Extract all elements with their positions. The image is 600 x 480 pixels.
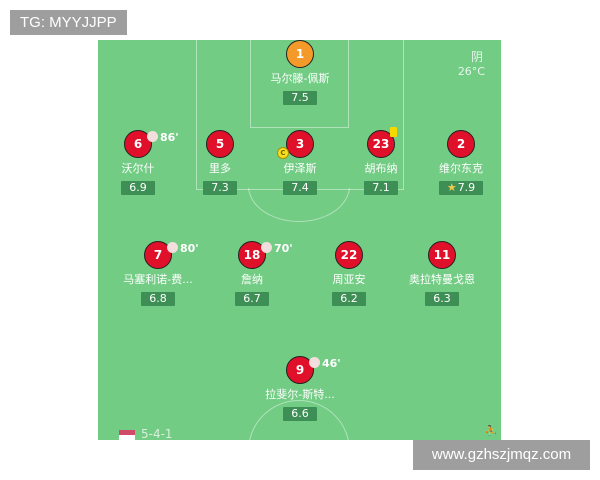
player-3[interactable]: 3 C 伊泽斯 7.4 [245,130,355,195]
number-text: 22 [340,248,358,262]
rating-value: 7.9 [457,181,476,194]
player-rating: 6.9 [121,181,155,195]
player-22[interactable]: 22 周亚安 6.2 [294,241,404,306]
player-11[interactable]: 11 奥拉特曼戈恩 6.3 [387,241,497,306]
substitution: 46' [309,351,341,377]
flag-icon [119,430,135,440]
weather-temperature: 26°C [457,65,485,78]
player-5[interactable]: 5 里多 7.3 [165,130,275,195]
player-23[interactable]: 23 胡布纳 7.1 [326,127,436,195]
player-name: 周亚安 [332,273,366,286]
player-7[interactable]: 7 80' 马塞利诺-费... 6.8 [103,241,213,306]
watermark-top: TG: MYYJJPP [10,10,127,35]
player-6[interactable]: 6 86' 沃尔什 6.9 [98,130,193,195]
player-rating: 7.5 [283,91,317,105]
player-name: 沃尔什 [121,162,155,175]
player-2[interactable]: 2 维尔东克 ★7.9 [406,130,501,195]
substitution: 70' [261,236,293,262]
player-1[interactable]: 1 马尔滕-佩斯 7.5 [245,40,355,105]
player-rating: 6.8 [141,292,175,306]
number-text: 11 [433,248,451,262]
jersey-number: 5 [206,130,234,158]
substitution-icon [261,242,272,253]
jersey-number: 9 46' [286,356,341,384]
goal-box [250,40,349,128]
rating-value: 6.3 [433,292,451,305]
sub-minute: 70' [274,242,293,255]
player-name: 詹纳 [241,273,263,286]
player-name: 马尔滕-佩斯 [270,72,330,85]
substitution-icon [309,357,320,368]
rating-value: 7.5 [291,91,309,104]
player-rating: ★7.9 [438,181,484,195]
number-text: 2 [456,137,466,151]
pitch: 阴 26°C 5-4-1 ⛹ 1 马尔滕-佩斯 7.5 6 86' 沃尔什 6.9 5 里多 7.… [98,40,501,440]
number-text: 1 [295,47,305,61]
player-rating: 6.3 [425,292,459,306]
jersey-number: 11 [428,241,456,269]
number-text: 3 [295,137,305,151]
player-name: 伊泽斯 [283,162,317,175]
number-text: 5 [215,137,225,151]
number-text: 6 [133,137,143,151]
jersey-number: 1 [286,40,314,68]
field-icon: ⛹ [484,426,497,437]
star-icon: ★ [446,181,457,194]
player-name: 胡布纳 [364,162,398,175]
yellow-card-icon [390,127,397,137]
player-rating: 6.7 [235,292,269,306]
formation: 5-4-1 [141,427,173,440]
player-name: 里多 [209,162,231,175]
player-rating: 7.4 [283,181,317,195]
sub-minute: 80' [180,242,199,255]
watermark-bottom: www.gzhszjmqz.com [413,440,590,470]
substitution-icon [147,131,158,142]
jersey-number: 22 [335,241,363,269]
player-9[interactable]: 9 46' 拉斐尔-斯特... 6.6 [245,356,355,421]
number-text: 9 [295,363,305,377]
weather-condition: 阴 [470,50,483,64]
captain-icon: C [277,147,289,159]
rating-value: 7.4 [291,181,309,194]
rating-value: 6.7 [243,292,261,305]
player-rating: 7.1 [364,181,398,195]
jersey-number: 18 70' [238,241,293,269]
rating-value: 6.8 [149,292,167,305]
jersey-number: 2 [447,130,475,158]
jersey-number: 23 [367,127,397,158]
player-rating: 6.6 [283,407,317,421]
rating-value: 6.6 [291,407,309,420]
player-name: 拉斐尔-斯特... [265,388,335,401]
rating-value: 6.9 [129,181,147,194]
sub-minute: 86' [160,131,179,144]
rating-value: 7.3 [211,181,229,194]
number-text: 23 [372,137,390,151]
substitution: 86' [147,125,179,151]
jersey-number: 6 86' [124,130,179,158]
player-rating: 6.2 [332,292,366,306]
player-name: 维尔东克 [439,162,483,175]
rating-value: 6.2 [340,292,358,305]
number-text: 7 [153,248,163,262]
substitution-icon [167,242,178,253]
substitution: 80' [167,236,199,262]
sub-minute: 46' [322,357,341,370]
jersey-number: 7 80' [144,241,199,269]
player-18[interactable]: 18 70' 詹纳 6.7 [197,241,307,306]
player-name: 奥拉特曼戈恩 [409,273,475,286]
rating-value: 7.1 [372,181,390,194]
player-rating: 7.3 [203,181,237,195]
number-text: 18 [243,248,261,262]
player-name: 马塞利诺-费... [123,273,193,286]
